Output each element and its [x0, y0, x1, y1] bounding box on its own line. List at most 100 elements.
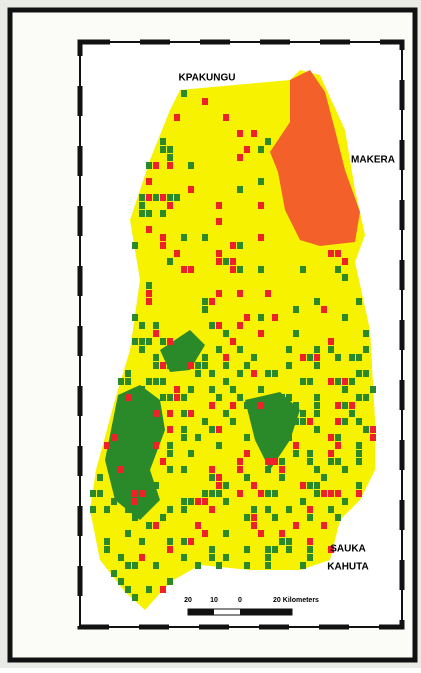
- cell: [139, 474, 145, 481]
- cell: [314, 482, 320, 489]
- cell: [223, 498, 229, 505]
- cell: [314, 346, 320, 353]
- cell: [356, 370, 362, 377]
- cell: [258, 314, 264, 321]
- cell: [111, 570, 117, 577]
- cell: [132, 506, 138, 513]
- cell: [279, 418, 285, 425]
- cell: [293, 450, 299, 457]
- cell: [349, 354, 355, 361]
- cell: [167, 538, 173, 545]
- cell: [272, 546, 278, 553]
- cell: [209, 466, 215, 473]
- cell: [321, 522, 327, 529]
- cell: [356, 418, 362, 425]
- cell: [356, 458, 362, 465]
- cell: [244, 514, 250, 521]
- cell: [272, 490, 278, 497]
- cell: [111, 450, 117, 457]
- cell: [335, 266, 341, 273]
- cell: [181, 90, 187, 97]
- cell: [146, 378, 152, 385]
- cell: [153, 482, 159, 489]
- cell: [132, 562, 138, 569]
- cell: [237, 242, 243, 249]
- cell: [251, 482, 257, 489]
- cell: [209, 386, 215, 393]
- cell: [342, 466, 348, 473]
- cell: [230, 258, 236, 265]
- cell: [160, 362, 166, 369]
- cell: [174, 194, 180, 201]
- cell: [356, 394, 362, 401]
- cell: [300, 482, 306, 489]
- cell: [146, 410, 152, 417]
- cell: [188, 410, 194, 417]
- cell: [139, 538, 145, 545]
- cell: [167, 442, 173, 449]
- cell: [286, 362, 292, 369]
- cell: [153, 410, 159, 417]
- cell: [328, 490, 334, 497]
- cell: [272, 314, 278, 321]
- cell: [349, 410, 355, 417]
- cell: [202, 298, 208, 305]
- cell: [286, 346, 292, 353]
- cell: [244, 434, 250, 441]
- cell: [146, 482, 152, 489]
- cell: [370, 434, 376, 441]
- cell: [300, 418, 306, 425]
- cell: [342, 258, 348, 265]
- cell: [265, 554, 271, 561]
- cell: [335, 250, 341, 257]
- cell: [356, 482, 362, 489]
- cell: [132, 498, 138, 505]
- cell: [244, 474, 250, 481]
- cell: [286, 394, 292, 401]
- cell: [111, 474, 117, 481]
- cell: [237, 130, 243, 137]
- place-label: KPAKUNGU: [178, 73, 235, 84]
- cell: [237, 466, 243, 473]
- cell: [181, 498, 187, 505]
- cell: [251, 370, 257, 377]
- cell: [244, 402, 250, 409]
- cell: [307, 354, 313, 361]
- cell: [356, 442, 362, 449]
- cell: [216, 426, 222, 433]
- cell: [307, 538, 313, 545]
- cell: [335, 402, 341, 409]
- cell: [146, 194, 152, 201]
- cell: [258, 266, 264, 273]
- cell: [167, 466, 173, 473]
- cell: [223, 330, 229, 337]
- cell: [167, 578, 173, 585]
- cell: [279, 394, 285, 401]
- cell: [160, 138, 166, 145]
- cell: [328, 506, 334, 513]
- cell: [146, 226, 152, 233]
- cell: [300, 266, 306, 273]
- cell: [314, 410, 320, 417]
- cell: [307, 482, 313, 489]
- cell: [258, 202, 264, 209]
- cell: [167, 194, 173, 201]
- cell: [181, 266, 187, 273]
- cell: [293, 306, 299, 313]
- cell: [216, 562, 222, 569]
- cell: [153, 562, 159, 569]
- cell: [132, 242, 138, 249]
- cell: [258, 402, 264, 409]
- scale-label: 0: [238, 597, 242, 604]
- cell: [335, 442, 341, 449]
- cell: [153, 434, 159, 441]
- cell: [216, 474, 222, 481]
- cell: [328, 250, 334, 257]
- cell: [160, 458, 166, 465]
- cell: [237, 370, 243, 377]
- place-label: KAHUTA: [327, 562, 368, 573]
- cell: [139, 450, 145, 457]
- cell: [321, 474, 327, 481]
- cell: [244, 546, 250, 553]
- cell: [125, 378, 131, 385]
